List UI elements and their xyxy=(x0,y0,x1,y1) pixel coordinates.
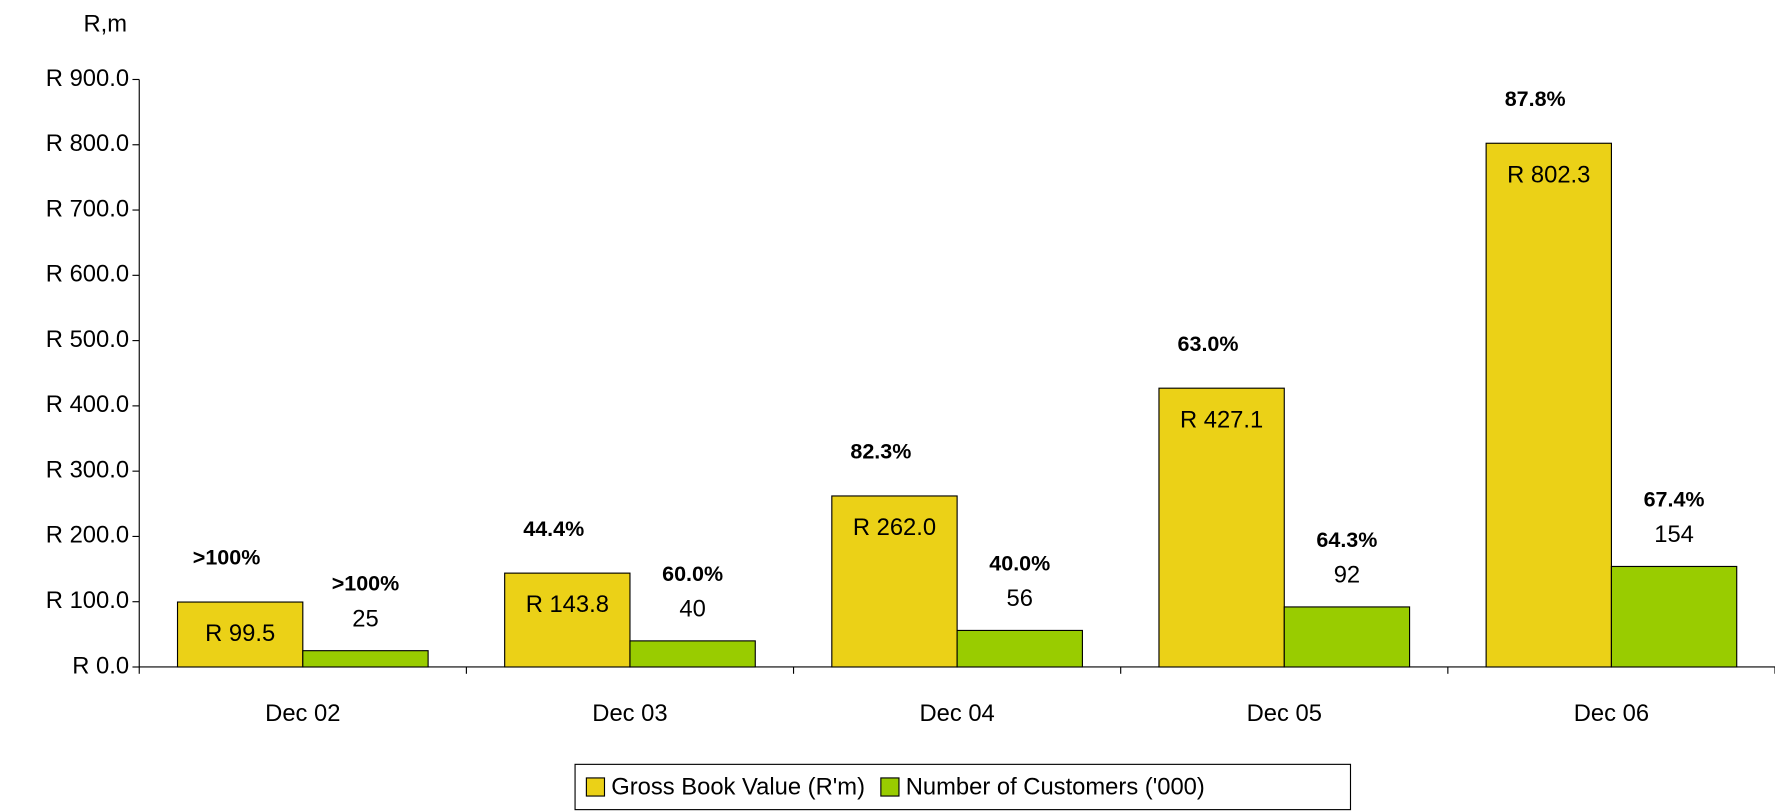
value-label: R 143.8 xyxy=(526,591,609,618)
bar xyxy=(629,640,756,668)
growth-label: >100% xyxy=(193,546,261,570)
growth-label: 44.4% xyxy=(523,517,584,541)
growth-label: 60.0% xyxy=(662,562,723,586)
bar xyxy=(504,572,631,668)
x-tick-label: Dec 03 xyxy=(592,700,667,727)
x-tick-label: Dec 05 xyxy=(1247,700,1322,727)
y-tick-label: R 0.0 xyxy=(72,652,129,679)
y-tick-label: R 500.0 xyxy=(46,326,129,353)
y-tick-label: R 900.0 xyxy=(46,65,129,92)
bar xyxy=(302,650,429,668)
y-tick-label: R 800.0 xyxy=(46,130,129,157)
legend-swatch xyxy=(880,777,900,797)
bar xyxy=(1158,387,1285,668)
growth-label: 40.0% xyxy=(989,551,1050,575)
y-tick-label: R 100.0 xyxy=(46,587,129,614)
value-label: 56 xyxy=(1007,585,1033,612)
growth-label: 87.8% xyxy=(1505,87,1566,111)
value-label: R 802.3 xyxy=(1507,161,1590,188)
x-tick-label: Dec 04 xyxy=(919,700,994,727)
growth-label: 67.4% xyxy=(1644,487,1705,511)
growth-label: 63.0% xyxy=(1178,332,1239,356)
value-label: R 262.0 xyxy=(853,514,936,541)
bar xyxy=(956,629,1083,668)
x-tick-label: Dec 02 xyxy=(265,700,340,727)
legend-label: Number of Customers ('000) xyxy=(906,773,1205,800)
y-tick-label: R 300.0 xyxy=(46,456,129,483)
value-label: R 99.5 xyxy=(205,620,275,647)
growth-label: >100% xyxy=(332,572,400,596)
value-label: 25 xyxy=(352,605,378,632)
value-label: 92 xyxy=(1334,562,1360,589)
x-tick-label: Dec 06 xyxy=(1574,700,1649,727)
legend-box xyxy=(574,763,1352,811)
y-axis-label: R,m xyxy=(83,10,127,37)
value-label: 40 xyxy=(679,596,705,623)
y-tick-label: R 700.0 xyxy=(46,195,129,222)
value-label: 154 xyxy=(1654,521,1694,548)
growth-label: 64.3% xyxy=(1316,528,1377,552)
y-tick-label: R 200.0 xyxy=(46,522,129,549)
legend-swatch xyxy=(585,777,606,797)
y-tick-label: R 600.0 xyxy=(46,261,129,288)
value-label: R 427.1 xyxy=(1180,406,1263,433)
growth-label: 82.3% xyxy=(850,440,911,464)
bar xyxy=(1610,565,1738,668)
bar xyxy=(176,601,304,668)
y-tick-label: R 400.0 xyxy=(46,391,129,418)
bar xyxy=(831,495,958,668)
bar xyxy=(1485,142,1612,668)
bar xyxy=(1283,606,1411,668)
legend-label: Gross Book Value (R'm) xyxy=(611,773,865,800)
